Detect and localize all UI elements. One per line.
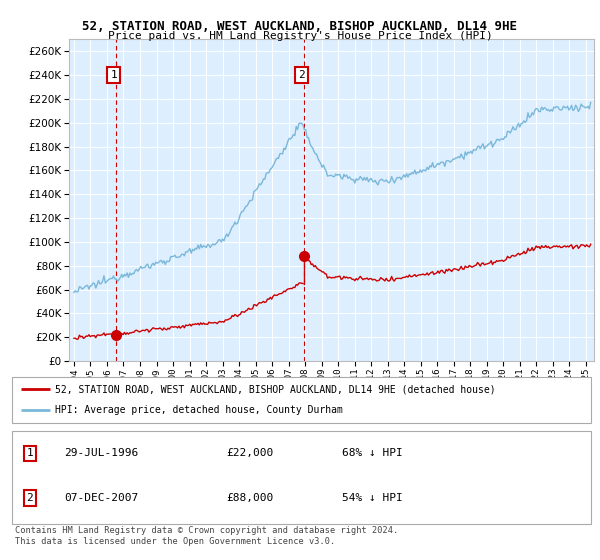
Text: 29-JUL-1996: 29-JUL-1996	[64, 449, 139, 459]
Text: 54% ↓ HPI: 54% ↓ HPI	[342, 493, 403, 503]
Text: £22,000: £22,000	[226, 449, 274, 459]
Text: Price paid vs. HM Land Registry's House Price Index (HPI): Price paid vs. HM Land Registry's House …	[107, 31, 493, 41]
Text: Contains HM Land Registry data © Crown copyright and database right 2024.
This d: Contains HM Land Registry data © Crown c…	[15, 526, 398, 546]
Text: £88,000: £88,000	[226, 493, 274, 503]
Text: 1: 1	[26, 449, 33, 459]
Text: 1: 1	[110, 70, 117, 80]
Text: 2: 2	[26, 493, 33, 503]
Text: 68% ↓ HPI: 68% ↓ HPI	[342, 449, 403, 459]
Text: HPI: Average price, detached house, County Durham: HPI: Average price, detached house, Coun…	[55, 405, 343, 416]
Text: 07-DEC-2007: 07-DEC-2007	[64, 493, 139, 503]
Text: 52, STATION ROAD, WEST AUCKLAND, BISHOP AUCKLAND, DL14 9HE (detached house): 52, STATION ROAD, WEST AUCKLAND, BISHOP …	[55, 384, 496, 394]
Text: 2: 2	[298, 70, 305, 80]
Text: 52, STATION ROAD, WEST AUCKLAND, BISHOP AUCKLAND, DL14 9HE: 52, STATION ROAD, WEST AUCKLAND, BISHOP …	[83, 20, 517, 32]
